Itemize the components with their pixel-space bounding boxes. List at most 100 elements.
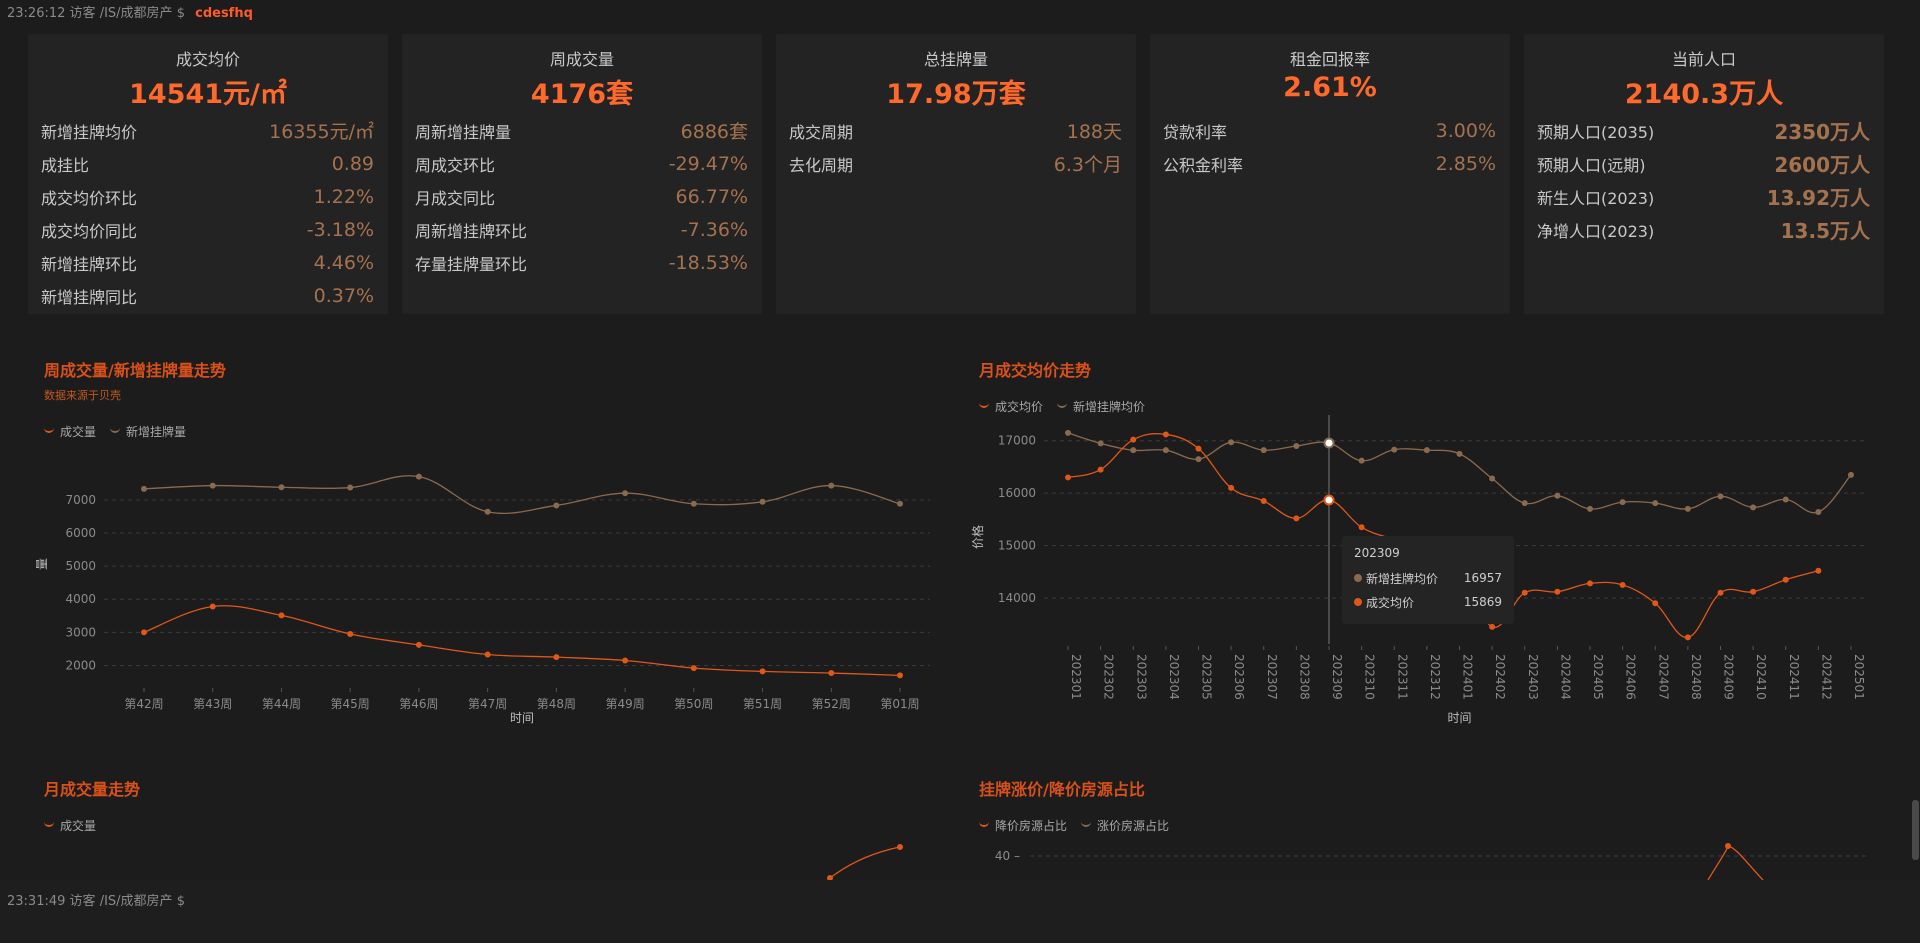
card-rent-yield: 租金回报率 2.61% 贷款利率 3.00% 公积金利率 2.85% <box>1150 34 1510 314</box>
data-point <box>484 651 491 658</box>
legend-item-price-cut[interactable]: 降价房源占比 <box>979 817 1067 834</box>
data-point <box>1521 589 1528 596</box>
legend-item-volume[interactable]: 成交量 <box>44 817 96 834</box>
card-row: 去化周期 6.3个月 <box>789 147 1122 180</box>
data-point <box>1130 436 1137 443</box>
x-tick-label: 202405 <box>1591 654 1605 700</box>
x-tick-label: 202303 <box>1134 654 1148 700</box>
x-tick-label: 第52周 <box>812 697 851 711</box>
data-point <box>1097 466 1104 473</box>
x-tick-label: 第48周 <box>537 697 576 711</box>
legend-label: 新增挂牌量 <box>126 425 187 439</box>
x-tick-label: 202309 <box>1330 654 1344 700</box>
terminal-input-area[interactable] <box>0 880 1920 943</box>
row-value: 4.46% <box>313 251 374 274</box>
legend-item-new-listing-price[interactable]: 新增挂牌均价 <box>1057 398 1145 415</box>
card-value: 4176套 <box>530 79 634 110</box>
card-row: 贷款利率 3.00% <box>1163 114 1496 147</box>
card-row: 新增挂牌环比 4.46% <box>41 246 374 279</box>
listing-ratio-chart-title: 挂牌涨价/降价房源占比 <box>979 780 1145 799</box>
card-value: 17.98万套 <box>886 79 1026 110</box>
data-point <box>690 665 697 672</box>
row-value: 16355元/㎡ <box>269 121 374 143</box>
x-tick-label: 第01周 <box>880 697 919 711</box>
x-tick-label: 第47周 <box>468 697 507 711</box>
data-point <box>897 672 903 679</box>
row-value: 13.5万人 <box>1780 219 1870 243</box>
data-point <box>1358 524 1365 531</box>
prompt-symbol: $ <box>176 894 185 909</box>
x-tick-label: 202406 <box>1624 654 1638 700</box>
data-point <box>1587 580 1593 587</box>
data-point <box>141 629 147 636</box>
row-value: 6886套 <box>680 121 748 143</box>
monthly-volume-chart-title: 月成交量走势 <box>44 780 141 799</box>
y-axis-label: 量 <box>35 558 49 570</box>
data-point <box>1358 457 1365 464</box>
card-row: 存量挂牌量环比 -18.53% <box>415 246 748 279</box>
legend-item-price-rise[interactable]: 涨价房源占比 <box>1081 817 1169 834</box>
legend-label: 成交量 <box>60 425 97 439</box>
row-label: 新增挂牌环比 <box>41 254 138 274</box>
data-point <box>415 641 422 648</box>
row-value: 6.3个月 <box>1053 154 1122 176</box>
x-tick-label: 202308 <box>1297 654 1311 700</box>
page-scrollbar[interactable] <box>1912 800 1919 860</box>
series-line <box>1067 432 1852 514</box>
data-point <box>1097 440 1104 447</box>
data-point <box>1391 446 1398 453</box>
card-row: 成挂比 0.89 <box>41 147 374 180</box>
data-point <box>415 473 422 480</box>
legend-line-icon <box>44 427 54 433</box>
row-label: 月成交同比 <box>415 188 496 208</box>
data-point <box>1293 515 1300 522</box>
y-tick-label: 7000 <box>65 493 96 507</box>
data-point <box>347 630 354 637</box>
x-tick-label: 202307 <box>1265 654 1279 700</box>
x-tick-label: 202408 <box>1689 654 1703 700</box>
listing-ratio-chart-legend: 降价房源占比 涨价房源占比 <box>979 817 1169 834</box>
x-tick-label: 202311 <box>1395 654 1409 700</box>
data-point <box>1848 471 1854 478</box>
data-point <box>1717 493 1724 500</box>
row-label: 成挂比 <box>41 155 90 175</box>
data-point <box>1815 567 1822 574</box>
x-tick-label: 202301 <box>1069 654 1083 700</box>
data-point-highlighted <box>1323 494 1335 506</box>
data-point <box>1195 456 1202 463</box>
data-point <box>1521 500 1528 507</box>
card-row: 周新增挂牌量 6886套 <box>415 114 748 147</box>
card-row: 预期人口(2035) 2350万人 <box>1537 114 1870 147</box>
card-title: 周成交量 <box>549 50 614 69</box>
card-title: 当前人口 <box>1671 50 1736 69</box>
row-value: -7.36% <box>680 218 748 241</box>
legend-item-new-listings[interactable]: 新增挂牌量 <box>110 423 186 440</box>
card-row: 成交周期 188天 <box>789 114 1122 147</box>
y-tick-label: 14000 <box>998 591 1036 605</box>
terminal-prompt-bottom: 23:31:49 访客 /IS/成都房产 $ <box>7 890 185 909</box>
data-point <box>1554 588 1561 595</box>
x-tick-label: 202402 <box>1493 654 1507 700</box>
legend-item-volume[interactable]: 成交量 <box>44 423 96 440</box>
legend-item-avg-price[interactable]: 成交均价 <box>979 398 1043 415</box>
legend-line-icon <box>1057 402 1068 408</box>
data-point <box>828 670 835 677</box>
y-tick-label: 16000 <box>998 486 1036 500</box>
legend-label: 新增挂牌均价 <box>1073 400 1146 414</box>
x-tick-label: 202404 <box>1558 654 1572 700</box>
data-point <box>690 500 697 507</box>
monthly-volume-line-chart <box>827 844 903 880</box>
data-point <box>209 482 216 489</box>
tooltip-series-name: 新增挂牌均价 <box>1366 571 1439 586</box>
tooltip-row: 新增挂牌均价 16957 <box>1354 566 1502 590</box>
card-row: 周新增挂牌环比 -7.36% <box>415 213 748 246</box>
card-row: 净增人口(2023) 13.5万人 <box>1537 213 1870 246</box>
data-point <box>1684 505 1691 512</box>
x-tick-label: 202403 <box>1526 654 1540 700</box>
prompt-command: cdesfhq <box>195 6 253 21</box>
card-row: 成交均价同比 -3.18% <box>41 213 374 246</box>
row-label: 新增挂牌同比 <box>41 287 138 307</box>
data-point <box>278 484 285 491</box>
legend-label: 涨价房源占比 <box>1097 819 1170 833</box>
data-point <box>1130 447 1137 454</box>
